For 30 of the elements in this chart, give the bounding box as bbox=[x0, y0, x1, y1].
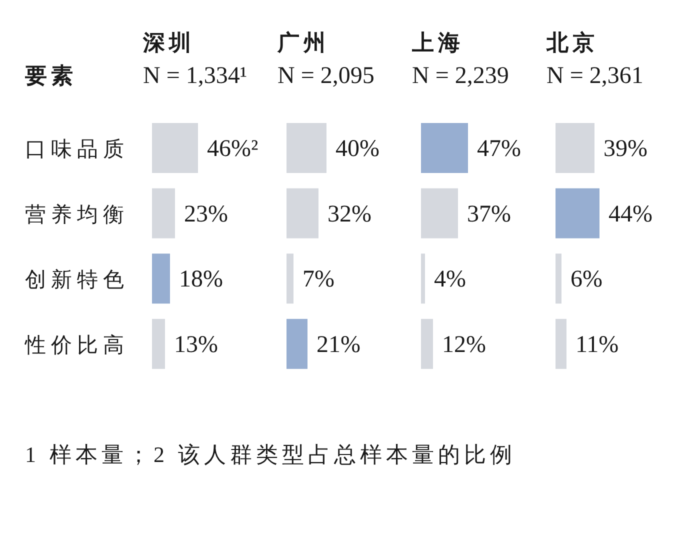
value-label: 7% bbox=[302, 266, 334, 293]
category-label: 创新特色 bbox=[25, 268, 129, 292]
category-label: 口味品质 bbox=[25, 137, 129, 161]
value-label: 32% bbox=[328, 201, 372, 228]
annotation: 1 样本量；2 该人群类型占总样本量的比例 bbox=[25, 442, 516, 467]
value-label: 44% bbox=[608, 201, 652, 228]
title: 深圳 bbox=[143, 30, 195, 55]
subtitle: N = 2,095 bbox=[278, 63, 374, 89]
value-label: 39% bbox=[604, 136, 648, 162]
category-label: 营养均衡 bbox=[25, 202, 129, 226]
value-label: 11% bbox=[576, 332, 619, 358]
value-label: 46%² bbox=[207, 136, 258, 162]
value-label: 23% bbox=[184, 201, 228, 228]
value-label: 18% bbox=[179, 266, 223, 293]
category-label: 性价比高 bbox=[25, 332, 129, 357]
value-label: 6% bbox=[570, 266, 602, 293]
ylabel: 要素 bbox=[25, 63, 77, 88]
value-label: 13% bbox=[174, 332, 218, 358]
value-label: 4% bbox=[434, 266, 466, 293]
value-label: 21% bbox=[316, 332, 360, 358]
subtitle: N = 2,239 bbox=[412, 63, 509, 89]
title: 上海 bbox=[412, 30, 464, 55]
value-label: 47% bbox=[477, 136, 521, 162]
title: 广州 bbox=[278, 30, 330, 55]
value-label: 12% bbox=[442, 332, 486, 358]
subtitle: N = 1,334¹ bbox=[143, 63, 248, 89]
subtitle: N = 2,361 bbox=[546, 63, 644, 89]
value-label: 37% bbox=[467, 201, 511, 228]
value-label: 40% bbox=[336, 136, 380, 162]
title: 北京 bbox=[546, 30, 598, 55]
